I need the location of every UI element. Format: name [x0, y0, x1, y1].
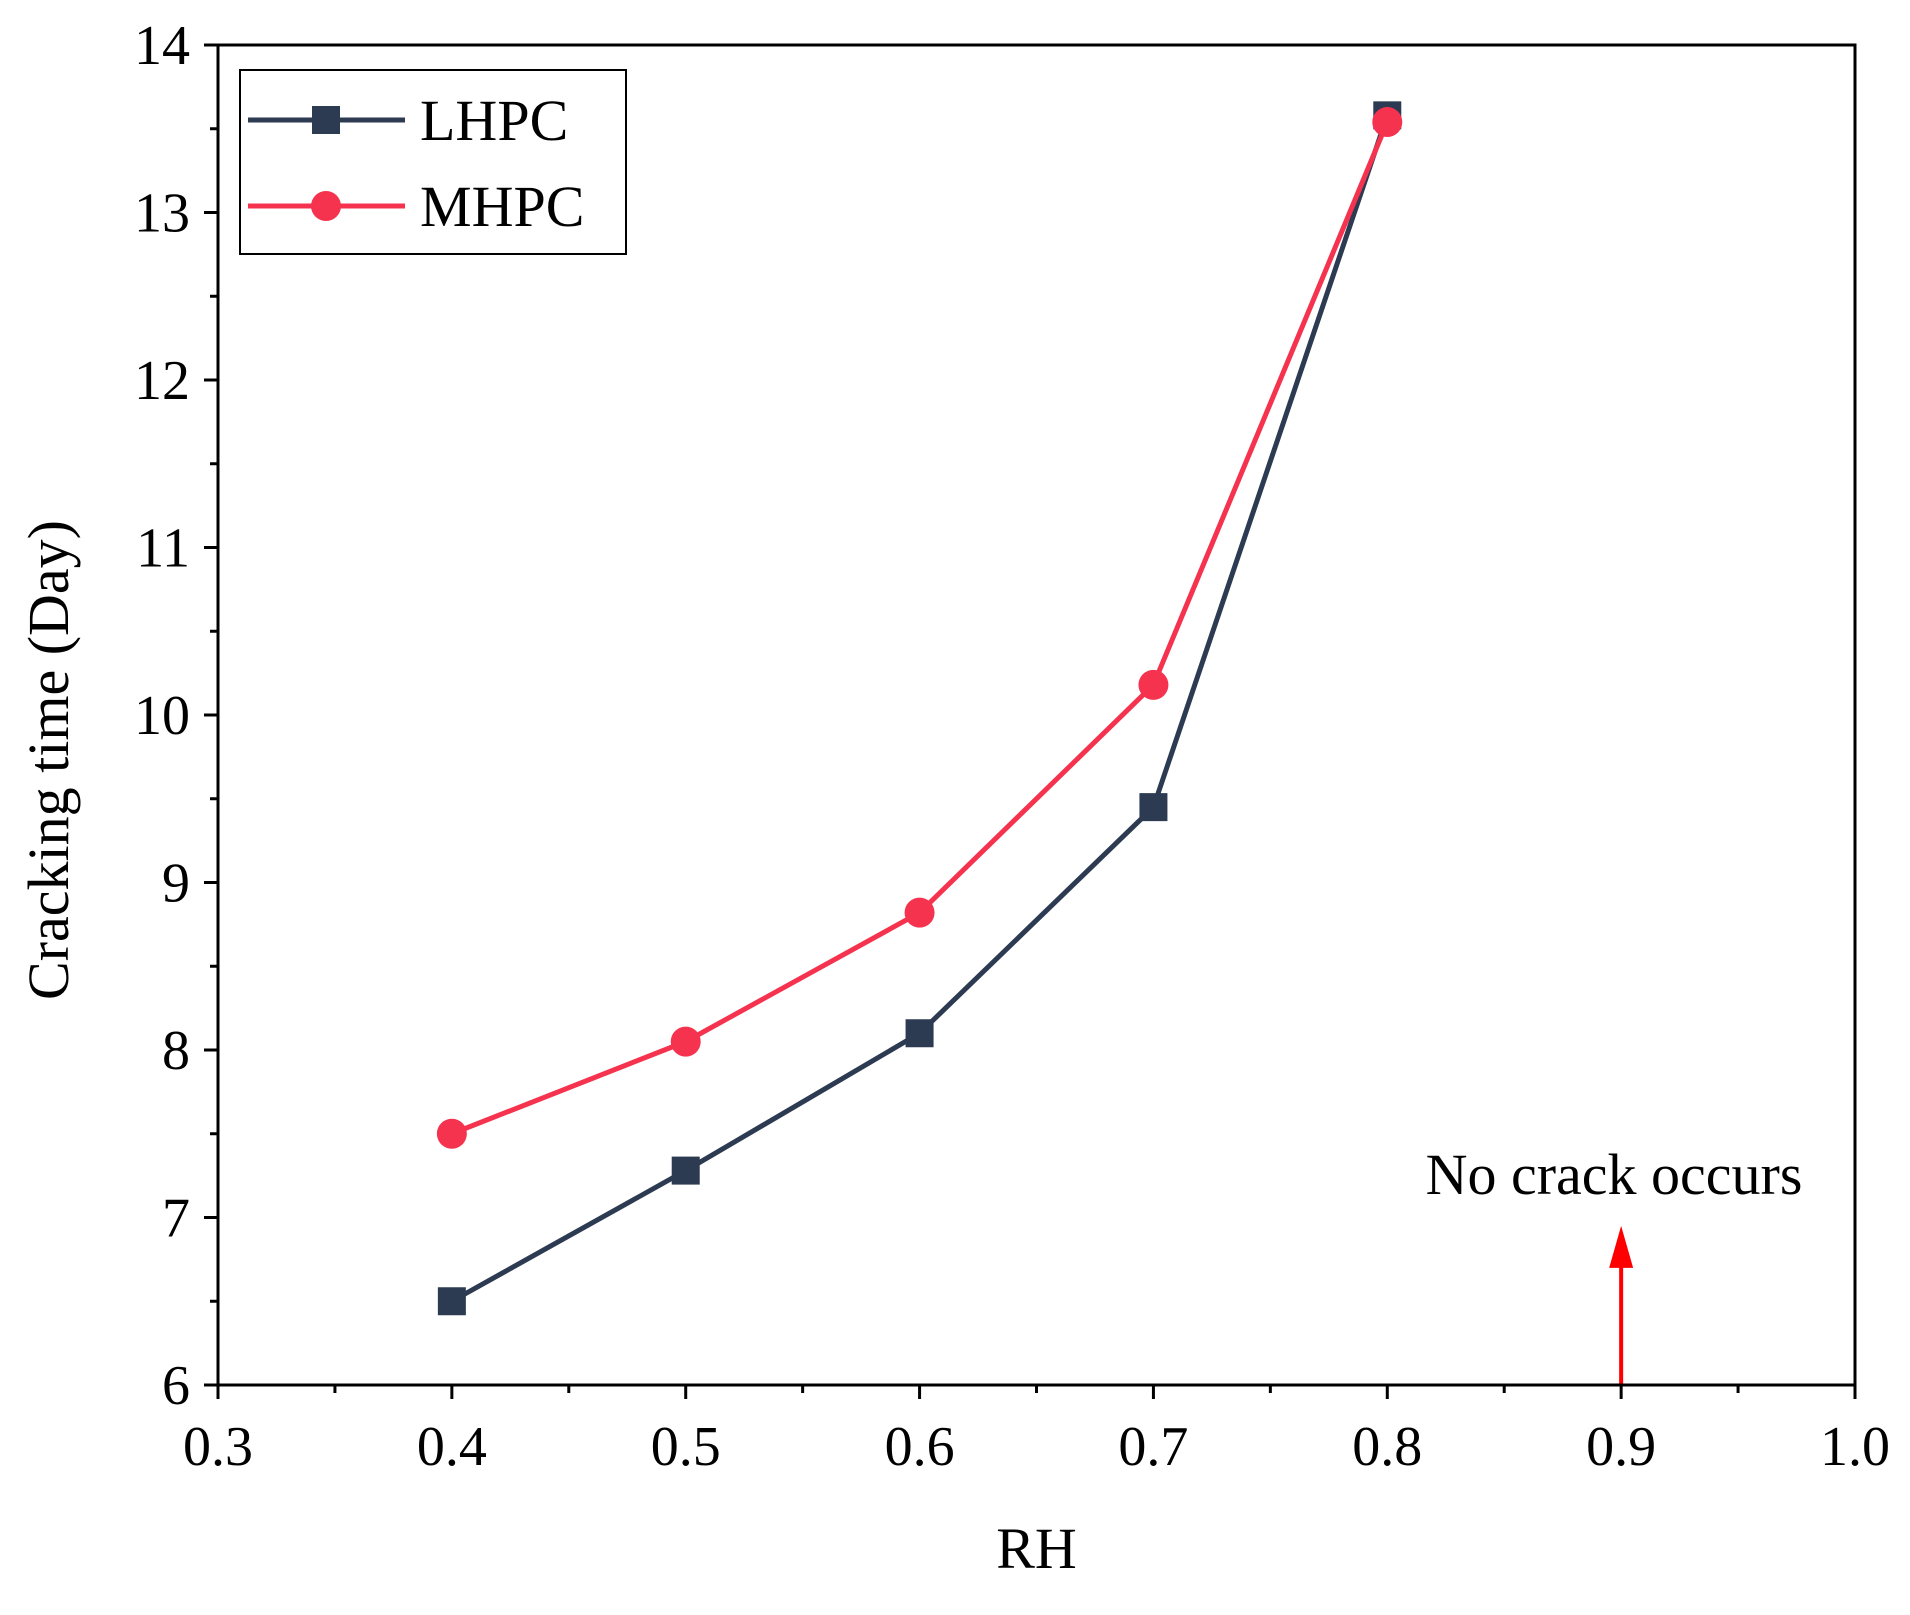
data-point-lhpc	[671, 1156, 700, 1185]
series-layer	[436, 101, 1403, 1316]
data-point-mhpc	[904, 897, 935, 928]
y-tick-label: 13	[134, 183, 190, 245]
legend-marker-lhpc	[312, 106, 340, 134]
x-tick-label: 0.6	[885, 1416, 955, 1478]
x-tick-label: 0.8	[1352, 1416, 1422, 1478]
legend: LHPC MHPC	[239, 69, 627, 255]
x-tick-label: 0.7	[1118, 1416, 1188, 1478]
series-line-mhpc	[450, 121, 1390, 1137]
x-tick-label: 0.9	[1586, 1416, 1656, 1478]
x-tick-label: 0.5	[651, 1416, 721, 1478]
y-tick-label: 12	[134, 350, 190, 412]
y-axis-title: Cracking time (Day)	[16, 520, 81, 1000]
x-axis-title: RH	[996, 1516, 1077, 1581]
x-tick-label: 1.0	[1820, 1416, 1890, 1478]
data-point-lhpc	[905, 1019, 934, 1048]
data-point-lhpc	[437, 1287, 466, 1316]
y-tick-label: 8	[162, 1020, 190, 1082]
data-point-mhpc	[670, 1026, 701, 1057]
annotation-layer: No crack occurs	[1426, 1142, 1803, 1385]
y-tick-label: 11	[136, 518, 190, 580]
y-tick-label: 6	[162, 1355, 190, 1417]
legend-label-mhpc: MHPC	[420, 174, 584, 239]
data-point-mhpc	[436, 1118, 467, 1149]
data-point-mhpc	[1138, 669, 1169, 700]
x-tick-label: 0.4	[417, 1416, 487, 1478]
y-tick-label: 7	[162, 1188, 190, 1250]
data-point-mhpc	[1372, 107, 1403, 138]
legend-marker-mhpc	[311, 191, 341, 221]
legend-box	[239, 69, 627, 255]
series-line-lhpc	[450, 114, 1390, 1304]
annotation-arrow-head	[1609, 1225, 1634, 1268]
y-tick-label: 14	[134, 15, 190, 77]
data-point-lhpc	[1139, 793, 1168, 822]
x-tick-label: 0.3	[183, 1416, 253, 1478]
annotation-text: No crack occurs	[1426, 1142, 1803, 1207]
legend-label-lhpc: LHPC	[420, 88, 568, 153]
axes-layer: 0.3 0.4 0.5 0.6 0.7 0.8 0.9 1.0 6 7 8 9 10 11 12 13 14	[134, 15, 1890, 1478]
y-tick-label: 9	[162, 853, 190, 915]
y-tick-label: 10	[134, 685, 190, 747]
